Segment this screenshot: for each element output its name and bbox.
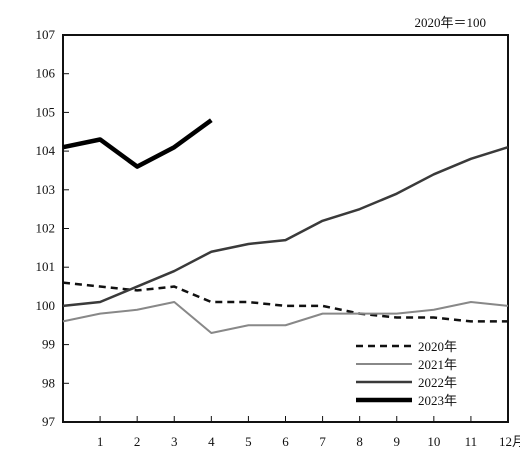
x-axis: 1 2 3 4 5 6 7 8 9 10 11 12月 — [97, 416, 520, 449]
y-tick-label: 107 — [36, 27, 56, 42]
x-tick-label: 5 — [245, 434, 252, 449]
x-tick-label: 6 — [282, 434, 289, 449]
x-tick-label: 11 — [465, 434, 478, 449]
y-tick-label: 103 — [36, 182, 56, 197]
y-tick-label: 106 — [36, 66, 56, 81]
y-tick-label: 99 — [42, 337, 55, 352]
x-tick-label: 3 — [171, 434, 178, 449]
x-tick-label: 4 — [208, 434, 215, 449]
y-tick-label: 104 — [36, 143, 56, 158]
x-tick-label: 2 — [134, 434, 141, 449]
legend-label: 2021年 — [418, 357, 457, 372]
legend-label: 2020年 — [418, 339, 457, 354]
series-layer — [62, 118, 509, 334]
legend-label: 2022年 — [418, 375, 457, 390]
unit-note: 2020年＝100 — [414, 15, 486, 30]
x-tick-label: 7 — [319, 434, 326, 449]
x-tick-label: 9 — [394, 434, 401, 449]
y-tick-label: 97 — [42, 414, 56, 429]
series-line-4 — [62, 118, 213, 169]
series-line-3 — [62, 146, 509, 308]
y-tick-label: 100 — [36, 298, 56, 313]
y-tick-label: 98 — [42, 375, 55, 390]
x-tick-label: 1 — [97, 434, 104, 449]
x-tick-label: 8 — [356, 434, 363, 449]
x-tick-label: 12月 — [499, 434, 520, 449]
x-tick-label: 10 — [427, 434, 440, 449]
legend: 2020年 2021年 2022年 2023年 — [356, 339, 457, 408]
series-line-1 — [62, 281, 508, 323]
legend-label: 2023年 — [418, 393, 457, 408]
y-axis: 97 98 99 100 101 102 103 104 105 106 107 — [36, 27, 69, 429]
y-tick-label: 102 — [36, 221, 56, 236]
series-line-2 — [62, 301, 509, 334]
y-tick-label: 101 — [36, 259, 56, 274]
y-tick-label: 105 — [36, 104, 56, 119]
